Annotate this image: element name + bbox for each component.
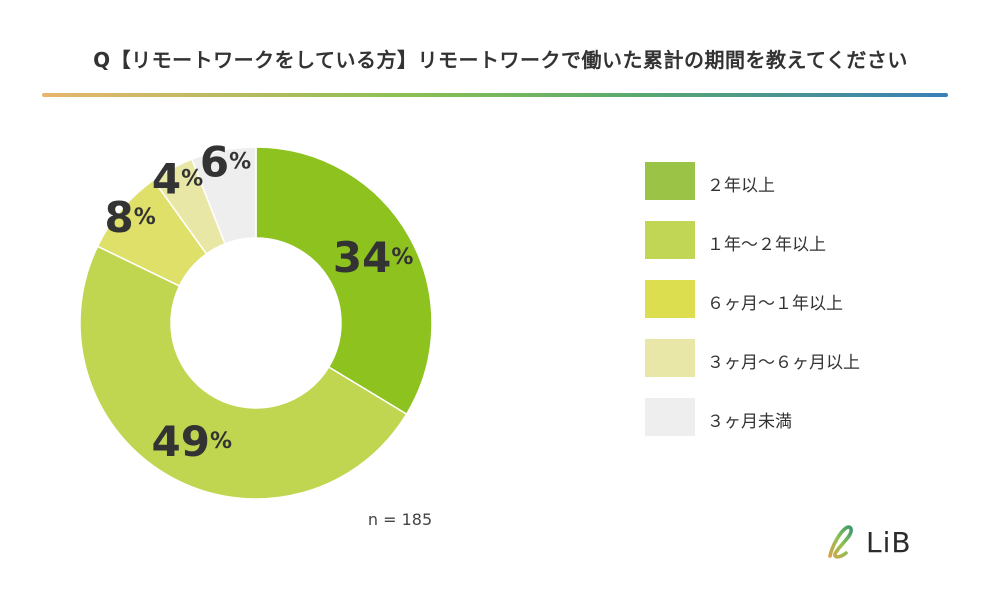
donut-slice-2 [79,245,408,500]
legend-swatch [645,339,695,377]
donut-label-value: 8 [105,193,134,242]
donut-label-4: 4% [152,154,203,203]
donut-label-2: 49% [152,417,233,466]
donut-label-value: 34 [333,232,391,281]
donut-label-unit: % [229,149,251,174]
donut-label-unit: % [391,244,413,269]
donut-chart: 34%49%8%4%6% [79,137,433,500]
legend-label: ６ヶ月〜１年以上 [707,294,843,314]
lib-logo-icon [828,525,853,559]
legend-swatch [645,398,695,436]
legend-swatch [645,162,695,200]
donut-label-unit: % [134,205,156,230]
title-underline [42,93,948,97]
legend-swatch [645,221,695,259]
legend-label: ３ヶ月未満 [707,412,792,432]
chart-title: Q【リモートワークをしている方】リモートワークで働いた累計の期間を教えてください [93,48,908,72]
donut-slice-5 [190,146,257,245]
donut-label-value: 49 [152,417,210,466]
donut-label-5: 6% [200,137,251,186]
donut-slice-1 [255,146,433,416]
donut-label-1: 34% [333,232,414,281]
donut-label-3: 8% [105,193,156,242]
sample-size-label: n = 185 [367,510,433,529]
donut-label-unit: % [210,429,232,454]
legend-label: ２年以上 [707,176,775,196]
donut-label-value: 6 [200,137,229,186]
donut-label-unit: % [181,166,203,191]
donut-label-value: 4 [152,154,181,203]
legend-label: ３ヶ月〜６ヶ月以上 [707,353,860,373]
legend-label: １年〜２年以上 [707,235,826,255]
lib-logo-text: LiB [866,526,912,559]
legend-swatch [645,280,695,318]
